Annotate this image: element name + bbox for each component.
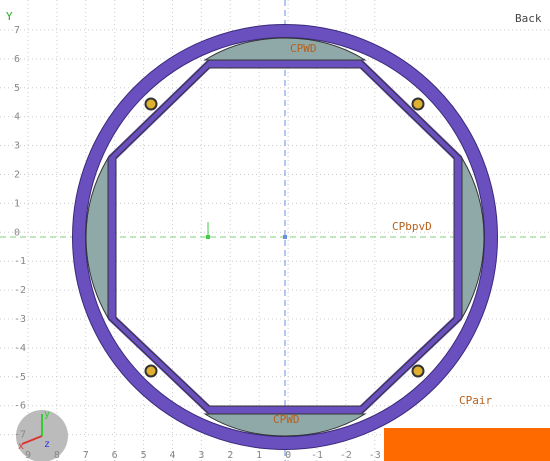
octagon-edge — [115, 67, 455, 407]
y-tick-label: 4 — [14, 112, 20, 123]
y-tick-label: 1 — [14, 198, 20, 209]
y-tick-label: -4 — [14, 343, 26, 354]
pin — [411, 364, 425, 378]
gizmo-axis — [21, 435, 43, 445]
octagon-edge — [107, 59, 463, 415]
segment-left — [85, 156, 109, 320]
y-tick-label: 2 — [14, 170, 20, 181]
x-tick-label: -3 — [369, 450, 381, 461]
x-tick-label: -1 — [311, 450, 323, 461]
view-name: Back — [515, 12, 542, 25]
segment-bottom — [203, 413, 367, 437]
gizmo-label: z — [44, 439, 50, 450]
y-tick-label: -1 — [14, 256, 26, 267]
pin — [411, 97, 425, 111]
pin — [144, 364, 158, 378]
x-tick-label: 3 — [198, 450, 204, 461]
y-tick-label: 7 — [14, 25, 20, 36]
label: CPbpvD — [392, 220, 432, 233]
y-tick-label: -2 — [14, 285, 26, 296]
y-tick-label: 3 — [14, 141, 20, 152]
x-tick-label: 2 — [227, 450, 233, 461]
origin — [283, 235, 287, 239]
y-tick-label: -6 — [14, 401, 26, 412]
gizmo-label: y — [44, 409, 50, 420]
x-tick-label: 8 — [54, 450, 60, 461]
x-tick-label: -2 — [340, 450, 352, 461]
pins — [144, 97, 425, 378]
banner — [384, 428, 550, 461]
y-tick-label: -7 — [14, 430, 26, 441]
x-tick-label: 0 — [285, 450, 291, 461]
segment-right — [461, 156, 485, 320]
x-tick-label: 5 — [141, 450, 147, 461]
marker — [206, 235, 210, 239]
x-tick-label: 9 — [25, 450, 31, 461]
y-tick-label: 0 — [14, 227, 20, 238]
label: CPair — [459, 394, 492, 407]
ring-edge — [72, 24, 498, 450]
pin — [144, 97, 158, 111]
label: CPWD — [290, 42, 317, 55]
x-tick-label: 7 — [83, 450, 89, 461]
y-tick-label: 5 — [14, 83, 20, 94]
x-tick-label: 4 — [169, 450, 175, 461]
outer-ring — [72, 24, 498, 450]
octagon — [108, 60, 462, 414]
x-tick-label: 1 — [256, 450, 262, 461]
segment-top — [203, 37, 367, 61]
y-tick-label: 6 — [14, 54, 20, 65]
y-tick-label: -3 — [14, 314, 26, 325]
label: CPWD — [273, 413, 300, 426]
gizmo-label: x — [18, 441, 24, 452]
x-tick-label: 6 — [112, 450, 118, 461]
axis-label: Y — [6, 10, 13, 23]
y-tick-label: -5 — [14, 372, 26, 383]
